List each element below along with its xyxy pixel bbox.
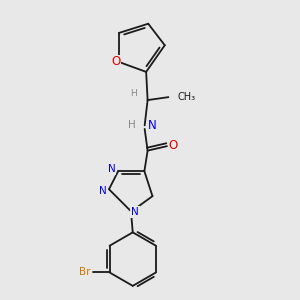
Text: N: N [148,119,156,132]
Text: H: H [128,120,136,130]
Text: N: N [131,207,139,217]
Text: Br: Br [79,268,90,278]
Text: O: O [169,139,178,152]
Text: N: N [99,186,106,196]
Text: H: H [130,89,137,98]
Text: CH₃: CH₃ [177,92,196,102]
Text: N: N [108,164,116,174]
Text: O: O [111,56,121,68]
